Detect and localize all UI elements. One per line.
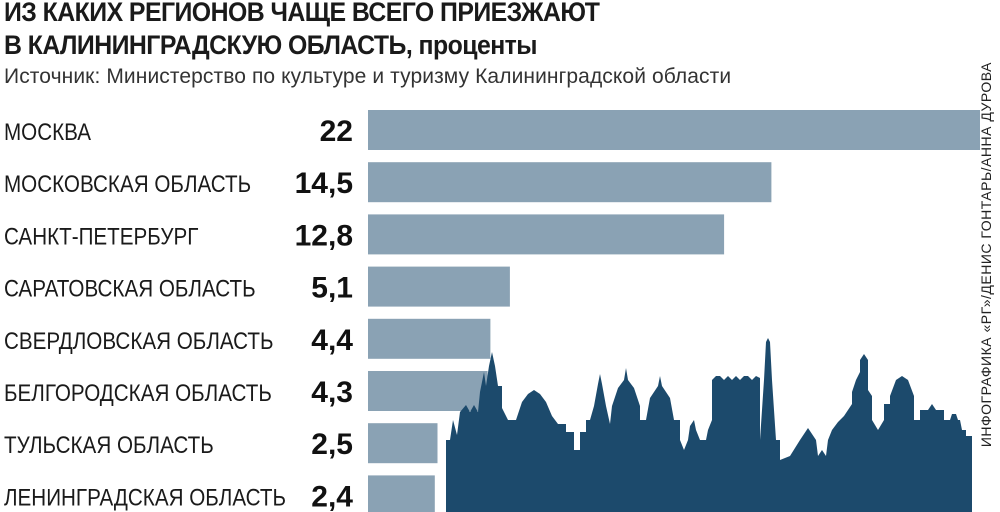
value-label-2: 12,8 (295, 219, 353, 252)
category-label-2: САНКТ-ПЕТЕРБУРГ (4, 223, 198, 250)
category-label-3: САРАТОВСКАЯ ОБЛАСТЬ (4, 275, 256, 302)
bar-5 (368, 371, 488, 411)
bar-7 (368, 475, 435, 512)
value-label-4: 4,4 (311, 324, 353, 357)
value-label-0: 22 (320, 115, 353, 148)
title-line-2-caps: в Калининградскую область, (4, 30, 413, 60)
category-label-0: МОСКВА (4, 119, 91, 146)
value-label-5: 4,3 (311, 376, 353, 409)
category-label-5: БЕЛГОРОДСКАЯ ОБЛАСТЬ (4, 380, 272, 407)
kaliningrad-skyline-icon (446, 338, 972, 512)
category-label-4: СВЕРДЛОВСКАЯ ОБЛАСТЬ (4, 327, 274, 354)
bar-0 (368, 110, 980, 150)
title-line-2-rest: проценты (412, 30, 538, 60)
value-label-7: 2,4 (311, 480, 353, 512)
bars-layer: МОСКВА 22 МОСКОВСКАЯ ОБЛАСТЬ 14,5 САНКТ-ПЕТЕ… (4, 110, 980, 512)
bar-1 (368, 162, 772, 203)
value-label-6: 2,5 (311, 428, 353, 461)
credit-line: Инфографика «РГ»/Денис Гонтарь/Анна Дуро… (978, 62, 994, 448)
value-label-1: 14,5 (295, 167, 353, 200)
bar-4 (368, 318, 491, 359)
source-note: Источник: Министерство по культуре и тур… (4, 65, 732, 88)
value-label-3: 5,1 (311, 272, 353, 305)
category-label-6: ТУЛЬСКАЯ ОБЛАСТЬ (4, 432, 214, 459)
bar-3 (368, 266, 510, 307)
category-label-1: МОСКОВСКАЯ ОБЛАСТЬ (4, 171, 251, 198)
title-line-1: Из каких регионов чаще всего приезжают (4, 0, 600, 27)
category-label-7: ЛЕНИНГРАДСКАЯ ОБЛАСТЬ (4, 484, 286, 511)
chart-title: Из каких регионов чаще всего приезжают в… (4, 0, 887, 62)
bar-2 (368, 214, 725, 255)
title-line-2: в Калининградскую область, проценты (4, 29, 887, 62)
bar-6 (368, 423, 438, 464)
